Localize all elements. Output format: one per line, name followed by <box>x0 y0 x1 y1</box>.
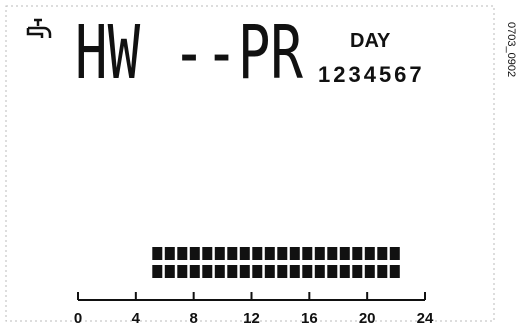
schedule-block <box>227 265 238 278</box>
tap-icon <box>26 18 52 38</box>
tick-label: 8 <box>189 310 197 327</box>
schedule-block <box>289 265 300 278</box>
schedule-block <box>314 247 325 260</box>
schedule-block <box>214 265 225 278</box>
schedule-block <box>352 247 363 260</box>
tick-label: 4 <box>132 310 141 327</box>
schedule-block <box>164 247 175 260</box>
schedule-block <box>389 265 400 278</box>
schedule-block <box>264 247 275 260</box>
schedule-block <box>189 265 200 278</box>
schedule-block <box>389 247 400 260</box>
schedule-block <box>152 265 163 278</box>
schedule-block <box>227 247 238 260</box>
schedule-block <box>364 247 375 260</box>
schedule-block <box>277 247 288 260</box>
schedule-block <box>239 265 250 278</box>
schedule-block <box>202 247 213 260</box>
schedule-block <box>189 247 200 260</box>
days: 1234567 <box>318 62 425 87</box>
frame <box>5 5 495 322</box>
mode-text: HW --PR <box>75 10 303 96</box>
schedule-block <box>352 265 363 278</box>
day-label: DAY <box>350 30 391 52</box>
schedule-block <box>364 265 375 278</box>
schedule-block <box>177 247 188 260</box>
schedule-block <box>327 247 338 260</box>
schedule-block <box>377 247 388 260</box>
schedule-block <box>164 265 175 278</box>
schedule-block <box>152 247 163 260</box>
schedule-block <box>239 247 250 260</box>
tick-label: 0 <box>74 310 82 327</box>
schedule-block <box>264 265 275 278</box>
schedule-block <box>214 247 225 260</box>
code: 0703_0902 <box>505 22 517 77</box>
tick-label: 16 <box>301 310 318 327</box>
schedule-block <box>289 247 300 260</box>
schedule-block <box>277 265 288 278</box>
tick-label: 20 <box>359 310 376 327</box>
schedule-block <box>252 247 263 260</box>
schedule-block <box>302 247 313 260</box>
schedule-block <box>377 265 388 278</box>
schedule-block <box>252 265 263 278</box>
tick-label: 12 <box>243 310 260 327</box>
schedule-block <box>177 265 188 278</box>
schedule-block <box>202 265 213 278</box>
schedule-block <box>327 265 338 278</box>
schedule-block <box>339 265 350 278</box>
timeline: 0 4 8 12 16 20 24 <box>74 247 434 327</box>
schedule-block <box>339 247 350 260</box>
schedule-block <box>314 265 325 278</box>
schedule-block <box>302 265 313 278</box>
tick-label: 24 <box>417 310 434 327</box>
